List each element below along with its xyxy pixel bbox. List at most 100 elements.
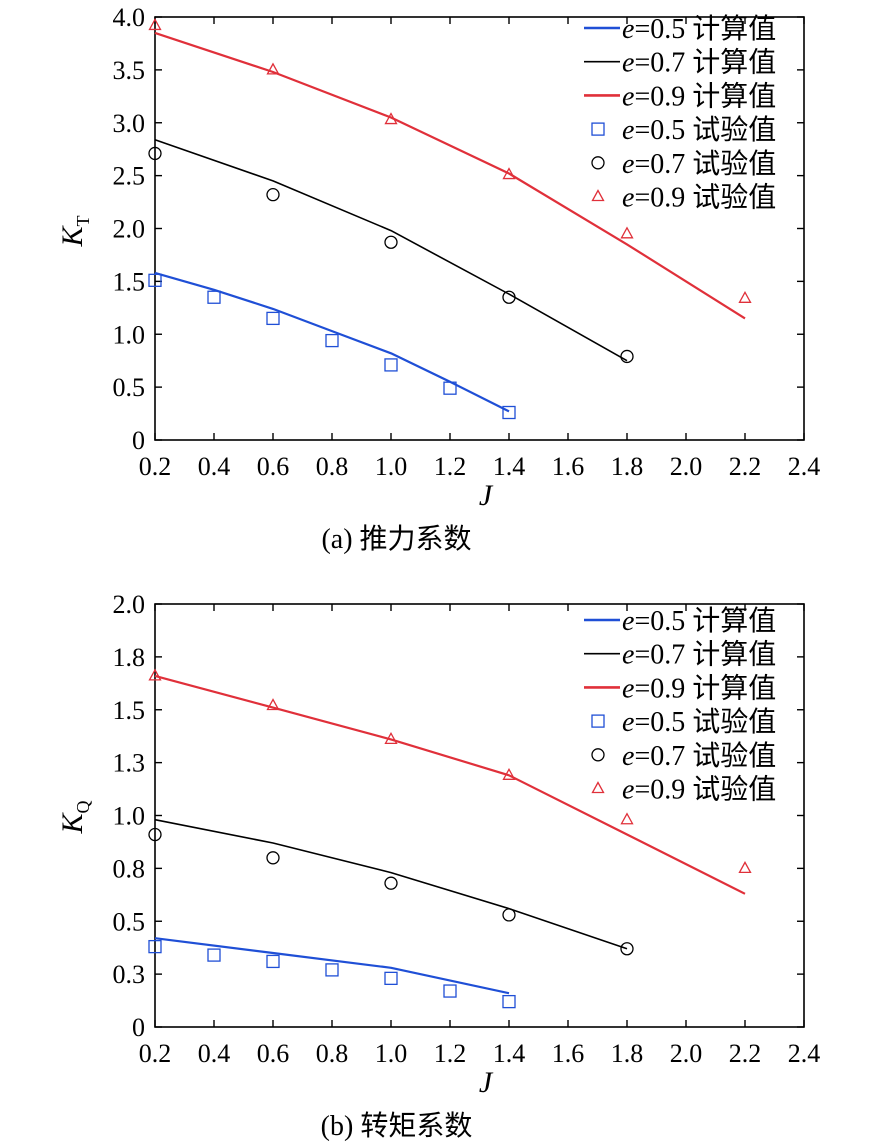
y-tick-label: 0 bbox=[132, 426, 145, 455]
legend-entry-rest: =0.5 试验值 bbox=[634, 114, 776, 146]
legend-entry-var: e bbox=[622, 48, 634, 79]
data-point-square bbox=[148, 273, 162, 287]
legend-entry-label: e=0.7 试验值 bbox=[622, 740, 776, 772]
panel-caption: (b) 转矩系数 bbox=[321, 1110, 473, 1142]
legend-entry-rest: =0.5 试验值 bbox=[634, 706, 776, 738]
data-point-circle bbox=[266, 851, 280, 865]
legend-triangle-symbol bbox=[591, 781, 605, 794]
y-tick-label: 2.0 bbox=[113, 590, 146, 619]
legend-entry-rest: =0.9 试验值 bbox=[634, 182, 776, 214]
data-point-triangle bbox=[384, 112, 398, 125]
data-point-triangle bbox=[148, 668, 162, 681]
data-point-circle bbox=[620, 349, 634, 364]
legend-entry-label: e=0.9 试验值 bbox=[622, 774, 776, 806]
data-point-circle bbox=[502, 290, 516, 304]
x-tick-label: 1.4 bbox=[493, 452, 526, 481]
data-point-triangle bbox=[266, 698, 280, 711]
y-tick-label: 0.8 bbox=[113, 854, 146, 883]
legend-entry-rest: =0.7 计算值 bbox=[634, 639, 776, 671]
legend-entry-rest: =0.7 计算值 bbox=[634, 47, 776, 79]
legend-entry-var: e bbox=[622, 606, 634, 637]
data-point-circle bbox=[620, 942, 634, 956]
legend-entry-var: e bbox=[622, 673, 634, 704]
legend-entry-label: e=0.5 试验值 bbox=[622, 706, 776, 738]
legend-entry-var: e bbox=[622, 741, 634, 772]
x-axis-label: J bbox=[479, 479, 494, 512]
x-tick-label: 2.2 bbox=[729, 1039, 762, 1068]
legend-triangle-symbol bbox=[591, 189, 605, 202]
chart-panel-a: 0.2 0.4 0.6 0.8 1.0 1.2 1.4 1.6 1.8 2.0 2.2 2.4 0 0.5… bbox=[56, 3, 820, 555]
y-tick-label: 1.8 bbox=[113, 643, 146, 672]
y-axis-label-subscript: T bbox=[73, 215, 93, 226]
data-point-square bbox=[207, 290, 221, 304]
x-tick-label: 1.8 bbox=[611, 1039, 644, 1068]
x-tick-label: 1.2 bbox=[434, 452, 467, 481]
legend-entry-rest: =0.7 试验值 bbox=[634, 148, 776, 180]
x-tick-label: 0.6 bbox=[257, 1039, 290, 1068]
y-tick-label: 1.3 bbox=[113, 749, 146, 778]
legend-entry-label: e=0.5 计算值 bbox=[622, 605, 776, 637]
legend-entry-var: e bbox=[622, 183, 634, 214]
x-tick-label: 2.2 bbox=[729, 452, 762, 481]
data-point-square bbox=[266, 311, 280, 326]
legend-entry-var: e bbox=[622, 707, 634, 738]
data-point-circle bbox=[502, 908, 516, 922]
y-tick-label: 1.5 bbox=[113, 696, 146, 725]
legend-entry-label: e=0.7 计算值 bbox=[622, 47, 776, 79]
legend-entry-var: e bbox=[622, 775, 634, 806]
data-point-circle bbox=[266, 188, 280, 202]
data-point-triangle bbox=[502, 767, 516, 780]
series-line-1 bbox=[154, 138, 628, 362]
legend-entry-rest: =0.5 计算值 bbox=[634, 13, 776, 45]
data-point-square bbox=[325, 333, 339, 348]
data-point-circle bbox=[148, 827, 162, 842]
y-tick-label: 0.5 bbox=[113, 907, 146, 936]
x-tick-label: 0.2 bbox=[139, 452, 172, 481]
legend-entry-label: e=0.5 试验值 bbox=[622, 114, 776, 146]
legend-entry-label: e=0.9 计算值 bbox=[622, 672, 776, 704]
legend-entry-var: e bbox=[622, 115, 634, 146]
data-point-triangle bbox=[738, 290, 752, 303]
series-line-2 bbox=[154, 31, 746, 320]
data-point-square bbox=[207, 948, 221, 962]
legend-circle-symbol bbox=[591, 748, 605, 762]
legend-entry-label: e=0.9 试验值 bbox=[622, 182, 776, 214]
data-point-circle bbox=[384, 876, 398, 890]
data-point-triangle bbox=[502, 167, 516, 180]
series-line-2 bbox=[154, 674, 746, 895]
y-tick-label: 3.5 bbox=[113, 56, 146, 85]
legend-entry-label: e=0.7 计算值 bbox=[622, 639, 776, 671]
x-tick-label: 2.4 bbox=[788, 452, 821, 481]
legend-square-symbol bbox=[591, 122, 605, 136]
x-tick-label: 1.4 bbox=[493, 1039, 526, 1068]
series-line-0 bbox=[154, 937, 510, 995]
legend-entry-rest: =0.9 计算值 bbox=[634, 672, 776, 704]
x-tick-label: 0.8 bbox=[316, 452, 349, 481]
panel-caption: (a) 推力系数 bbox=[321, 523, 471, 555]
x-tick-label: 0.8 bbox=[316, 1039, 349, 1068]
data-point-square bbox=[443, 984, 457, 998]
y-axis-label-subscript: Q bbox=[73, 800, 93, 813]
x-tick-label: 1.0 bbox=[375, 452, 408, 481]
legend-entry-var: e bbox=[622, 81, 634, 112]
legend-entry-rest: =0.9 计算值 bbox=[634, 80, 776, 112]
y-axis-label: KQ bbox=[56, 800, 93, 834]
data-point-square bbox=[443, 381, 457, 395]
data-point-triangle bbox=[620, 226, 634, 239]
data-point-circle bbox=[384, 235, 398, 249]
x-tick-label: 1.6 bbox=[552, 452, 585, 481]
x-tick-label: 1.0 bbox=[375, 1039, 408, 1068]
legend-entry-rest: =0.5 计算值 bbox=[634, 605, 776, 637]
x-tick-label: 0.2 bbox=[139, 1039, 172, 1068]
data-point-triangle bbox=[738, 861, 752, 874]
y-axis-label-main: K bbox=[56, 225, 89, 248]
x-tick-label: 0.6 bbox=[257, 452, 290, 481]
data-point-triangle bbox=[148, 18, 162, 31]
legend-entry-label: e=0.7 试验值 bbox=[622, 148, 776, 180]
legend-entry-rest: =0.7 试验值 bbox=[634, 740, 776, 772]
legend-circle-symbol bbox=[591, 156, 605, 170]
legend-entry-var: e bbox=[622, 640, 634, 671]
data-point-triangle bbox=[384, 732, 398, 745]
data-point-square bbox=[384, 358, 398, 372]
